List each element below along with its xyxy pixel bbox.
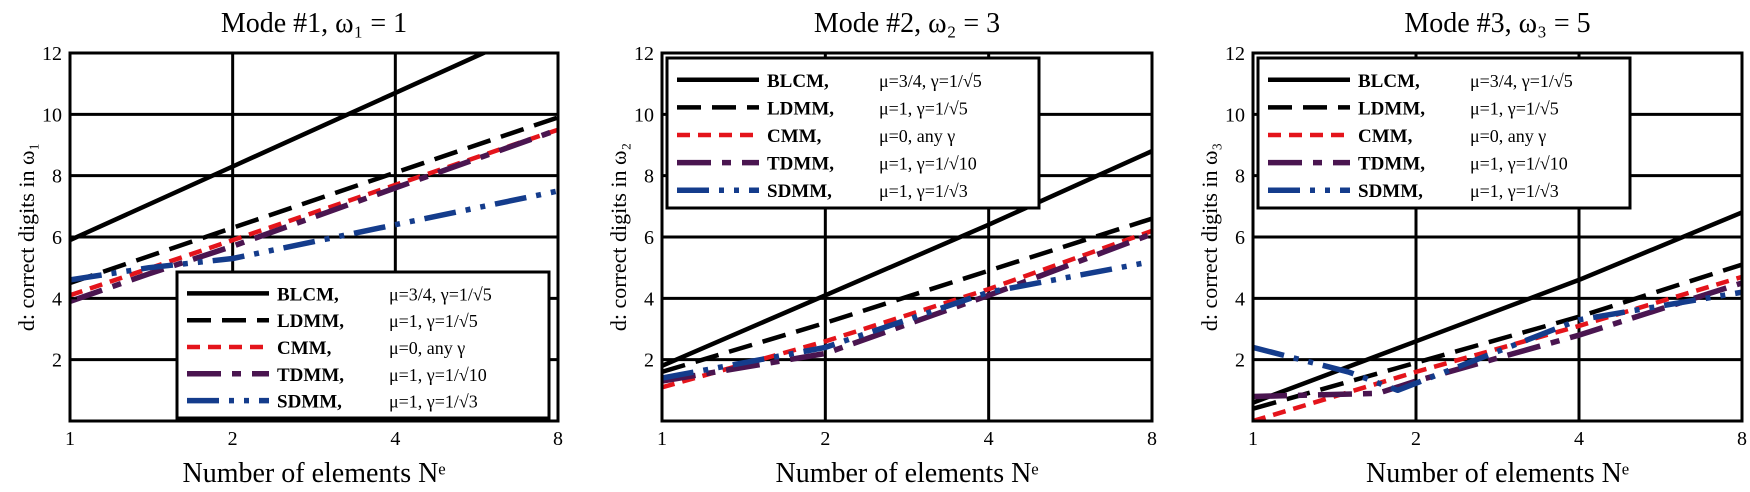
x-tick-label: 2: [820, 428, 830, 450]
x-tick-label: 8: [1147, 428, 1157, 450]
legend-param-tdmm: μ=1, γ=1/√10: [879, 154, 977, 174]
y-axis-label: d: correct digits in ω₃: [1197, 143, 1222, 331]
x-tick-label: 8: [553, 428, 563, 450]
x-tick-label: 1: [657, 428, 667, 450]
legend-param-sdmm: μ=1, γ=1/√3: [879, 181, 968, 201]
legend-label-ldmm: LDMM,: [767, 98, 834, 119]
y-tick-label: 12: [634, 43, 654, 65]
legend-label-cmm: CMM,: [1358, 126, 1413, 147]
y-tick-label: 4: [52, 288, 62, 310]
y-tick-label: 8: [1235, 166, 1245, 188]
x-axis-label: Number of elements Nᵉ: [183, 458, 446, 489]
x-tick-label: 2: [1411, 428, 1421, 450]
legend-param-blcm: μ=3/4, γ=1/√5: [1470, 71, 1573, 91]
x-tick-label: 1: [65, 428, 75, 450]
x-tick-label: 1: [1248, 428, 1258, 450]
series-line-ldmm: [70, 115, 558, 286]
legend: BLCM, μ=3/4, γ=1/√5 LDMM, μ=1, γ=1/√5 CMM, μ=…: [175, 270, 551, 420]
series-group: [70, 53, 558, 304]
x-tick-label: 4: [1574, 428, 1584, 450]
y-tick-label: 2: [52, 350, 62, 372]
legend-label-blcm: BLCM,: [277, 284, 339, 305]
y-tick-label: 12: [42, 43, 62, 65]
y-tick-label: 6: [52, 227, 62, 249]
y-tick-label: 6: [644, 227, 654, 249]
chart-title: Mode #3, ω₃ = 5: [1404, 8, 1590, 39]
y-tick-label: 4: [1235, 288, 1245, 310]
x-axis-label: Number of elements Nᵉ: [1366, 458, 1629, 489]
legend-param-blcm: μ=3/4, γ=1/√5: [879, 71, 982, 91]
y-tick-label: 6: [1235, 227, 1245, 249]
series-line-blcm: [70, 53, 489, 243]
legend-label-sdmm: SDMM,: [767, 181, 832, 202]
legend-label-tdmm: TDMM,: [277, 365, 344, 386]
y-tick-label: 10: [634, 104, 654, 126]
legend-param-ldmm: μ=1, γ=1/√5: [879, 98, 968, 118]
series-line-sdmm: [662, 258, 1152, 381]
y-axis-label: d: correct digits in ω₂: [606, 143, 631, 331]
chart-title: Mode #1, ω₁ = 1: [221, 8, 407, 39]
legend-param-blcm: μ=3/4, γ=1/√5: [389, 284, 492, 304]
legend-label-ldmm: LDMM,: [277, 311, 344, 332]
y-axis-label: d: correct digits in ω₁: [14, 143, 39, 331]
legend-param-cmm: μ=0, any γ: [389, 338, 465, 358]
legend-label-ldmm: LDMM,: [1358, 98, 1425, 119]
y-tick-label: 8: [644, 166, 654, 188]
x-tick-label: 8: [1737, 428, 1747, 450]
legend-param-cmm: μ=0, any γ: [1470, 126, 1546, 146]
y-tick-label: 10: [1225, 104, 1245, 126]
series-group: [1253, 210, 1742, 421]
legend-param-cmm: μ=0, any γ: [879, 126, 955, 146]
y-tick-label: 4: [644, 288, 654, 310]
x-tick-label: 4: [984, 428, 994, 450]
y-tick-label: 2: [1235, 350, 1245, 372]
series-line-ldmm: [662, 216, 1152, 375]
legend-param-ldmm: μ=1, γ=1/√5: [1470, 98, 1559, 118]
legend-label-blcm: BLCM,: [767, 71, 829, 92]
legend-label-blcm: BLCM,: [1358, 71, 1420, 92]
series-group: [662, 149, 1152, 390]
series-line-tdmm: [70, 127, 558, 304]
legend-param-sdmm: μ=1, γ=1/√3: [1470, 181, 1559, 201]
legend-param-tdmm: μ=1, γ=1/√10: [389, 365, 487, 385]
x-tick-label: 2: [228, 428, 238, 450]
legend-param-sdmm: μ=1, γ=1/√3: [389, 392, 478, 412]
legend: BLCM, μ=3/4, γ=1/√5 LDMM, μ=1, γ=1/√5 CMM, μ=…: [1256, 56, 1632, 210]
x-tick-label: 4: [390, 428, 400, 450]
series-line-blcm: [662, 149, 1152, 368]
legend-label-cmm: CMM,: [277, 338, 332, 359]
series-line-tdmm: [1253, 280, 1742, 400]
y-tick-label: 12: [1225, 43, 1245, 65]
series-line-blcm: [1253, 210, 1742, 405]
chart-title: Mode #2, ω₂ = 3: [814, 8, 1000, 39]
legend-param-ldmm: μ=1, γ=1/√5: [389, 311, 478, 331]
y-tick-label: 2: [644, 350, 654, 372]
series-line-tdmm: [662, 231, 1152, 384]
series-line-sdmm: [1253, 289, 1742, 394]
series-line-ldmm: [1253, 262, 1742, 411]
legend-label-tdmm: TDMM,: [1358, 154, 1425, 175]
legend: BLCM, μ=3/4, γ=1/√5 LDMM, μ=1, γ=1/√5 CMM, μ=…: [665, 56, 1041, 210]
y-tick-label: 10: [42, 104, 62, 126]
legend-param-tdmm: μ=1, γ=1/√10: [1470, 154, 1568, 174]
y-tick-label: 8: [52, 166, 62, 188]
x-axis-label: Number of elements Nᵉ: [776, 458, 1039, 489]
legend-label-sdmm: SDMM,: [277, 392, 342, 413]
legend-label-tdmm: TDMM,: [767, 154, 834, 175]
legend-label-sdmm: SDMM,: [1358, 181, 1423, 202]
series-line-sdmm: [70, 188, 558, 283]
legend-label-cmm: CMM,: [767, 126, 822, 147]
